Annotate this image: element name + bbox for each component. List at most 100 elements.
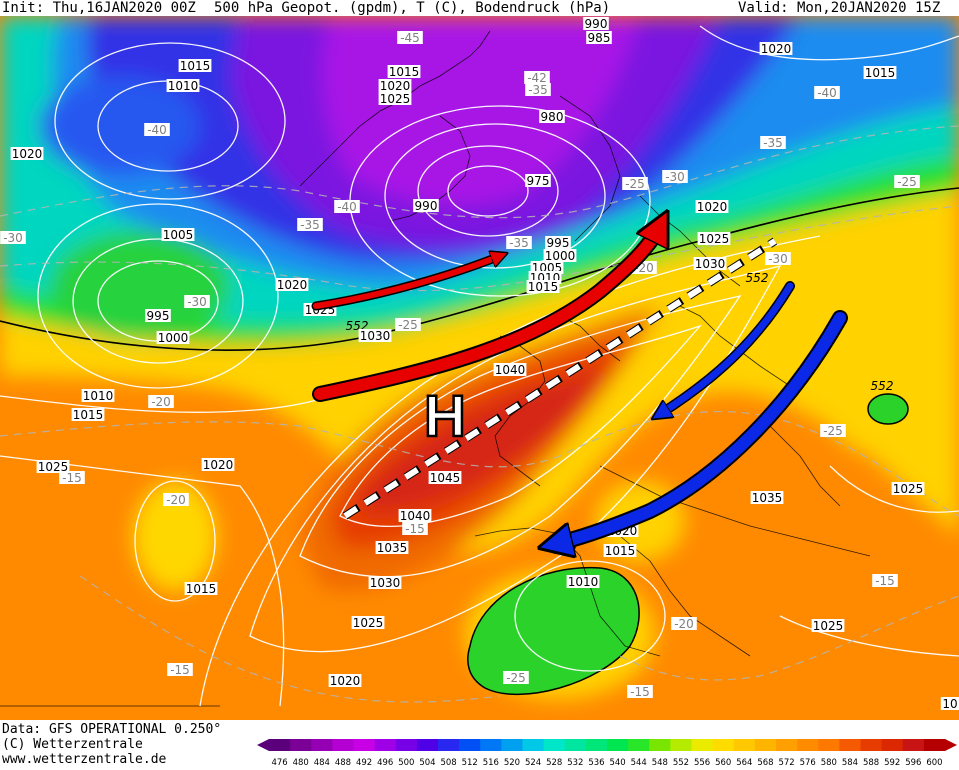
isotherm-label-box: [820, 424, 846, 437]
isobar-label: 1015: [184, 582, 218, 596]
isobar-label: 995: [145, 309, 171, 323]
isobar-label-box: [351, 616, 385, 629]
isobar-label-box: [603, 544, 637, 557]
legend-value: 512: [462, 758, 478, 768]
isotherm-label-box: [622, 177, 648, 190]
isobar-label-box: [530, 261, 564, 274]
legend-swatch: [754, 739, 777, 751]
legend-value: 560: [715, 758, 731, 768]
isobar-label-text: 1010: [83, 389, 114, 403]
isobar-label-text: 1010: [168, 79, 199, 93]
isobar-label-text: 1035: [377, 541, 408, 555]
isotherm-label-text: -15: [170, 663, 190, 677]
legend-value: 576: [800, 758, 816, 768]
isotherm-label-box: [662, 170, 688, 183]
legend-swatch: [860, 739, 883, 751]
isotherm-label-text: -25: [506, 671, 526, 685]
legend-swatch: [923, 739, 946, 751]
height-contour-label: 552: [871, 379, 894, 393]
legend-value: 524: [525, 758, 541, 768]
isobar-label-box: [940, 697, 959, 710]
isobar-label-box: [201, 458, 235, 471]
isobar-label: 1035: [375, 541, 409, 555]
isobar-label-text: 1020: [12, 147, 43, 161]
isotherm-label-box: [627, 685, 653, 698]
isobar-label-text: 10: [942, 697, 957, 711]
colour-legend: 476 480 484 488 492 496 500 504 508 512 516 520 524 5…: [257, 739, 957, 768]
header-init: Init: Thu,16JAN2020 00Z: [2, 0, 196, 16]
legend-swatch: [395, 739, 418, 751]
legend-swatch: [607, 739, 629, 751]
isobar-label-text: 1035: [752, 491, 783, 505]
isotherm-label: -30: [765, 252, 791, 266]
isobar-label-text: 975: [527, 174, 550, 188]
isotherm-label-box: [525, 83, 551, 96]
isobar-label-text: 1030: [360, 329, 391, 343]
isotherm-label-text: -20: [674, 617, 694, 631]
isobar-label-text: 1025: [353, 616, 384, 630]
isotherm-label-text: -40: [817, 86, 837, 100]
isobar-label: 1040: [493, 363, 527, 377]
isotherm-label: -15: [627, 685, 653, 699]
isobar-label-text: 1030: [370, 576, 401, 590]
annotation-arrows: [311, 226, 848, 544]
isobar-label: 1020: [275, 278, 309, 292]
isotherm-label-box: [167, 663, 193, 676]
isotherm-label: -35: [525, 83, 551, 97]
isotherm-label-text: -30: [3, 231, 23, 245]
isobar-label: 1015: [863, 66, 897, 80]
isotherm-label-text: -15: [875, 574, 895, 588]
legend-swatch: [564, 739, 587, 751]
isobar-label-box: [566, 575, 600, 588]
isobar-label: 1015: [526, 280, 560, 294]
isotherm-label: -25: [503, 671, 529, 685]
isobar-label-box: [586, 31, 612, 44]
isobar-label-text: 1015: [73, 408, 104, 422]
isobar-label: 1040: [398, 509, 432, 523]
isotherms: [0, 125, 959, 703]
isobar-label-text: 1020: [277, 278, 308, 292]
isobar-label: 1030: [693, 257, 727, 271]
legend-swatch: [776, 739, 798, 751]
isobar-label: 1025: [697, 232, 731, 246]
isobar-label-text: 985: [588, 31, 611, 45]
isotherm-label: -30: [0, 231, 26, 245]
legend-value: 536: [588, 758, 604, 768]
legend-swatch: [649, 739, 671, 751]
legend-swatch: [839, 739, 861, 751]
isobar-label-box: [398, 509, 432, 522]
isobar-label-text: 1040: [495, 363, 526, 377]
legend-arrow-high: [945, 739, 957, 751]
isotherm-label: -45: [397, 31, 423, 45]
isobar-label-box: [759, 42, 793, 55]
legend-value: 480: [293, 758, 309, 768]
isobar-label-box: [693, 257, 727, 270]
isotherm-label-text: -35: [300, 218, 320, 232]
isotherm-label-text: -35: [509, 236, 529, 250]
legend-value: 556: [694, 758, 710, 768]
legend-value: 552: [673, 758, 689, 768]
isobar-label-text: 1025: [38, 460, 69, 474]
isobar-label-text: 1025: [380, 92, 411, 106]
isobar-label-text: 1000: [545, 249, 576, 263]
isotherm-label-box: [144, 123, 170, 136]
isotherm-label-box: [297, 218, 323, 231]
isobar-label: 1000: [156, 331, 190, 345]
legend-value: 600: [926, 758, 942, 768]
isotherm-label-box: [894, 175, 920, 188]
isobar-label: 1020: [378, 79, 412, 93]
isobar-label-text: 1020: [697, 200, 728, 214]
isotherm-label-box: [334, 200, 360, 213]
isobar-label: 1015: [603, 544, 637, 558]
legend-value: 516: [483, 758, 499, 768]
isotherm-label-box: [397, 31, 423, 44]
legend-swatch: [501, 739, 523, 751]
isobar-label-text: 1015: [605, 544, 636, 558]
temperature-labels: -45-40-42-35-35-40-25 -30-35-20-30-30-25-…: [0, 31, 920, 699]
isobar-label-box: [358, 329, 392, 342]
isotherm-label-text: -15: [630, 685, 650, 699]
legend-value: 564: [736, 758, 752, 768]
legend-swatch: [691, 739, 714, 751]
isobar-label: 1005: [161, 228, 195, 242]
legend-swatch: [543, 739, 566, 751]
